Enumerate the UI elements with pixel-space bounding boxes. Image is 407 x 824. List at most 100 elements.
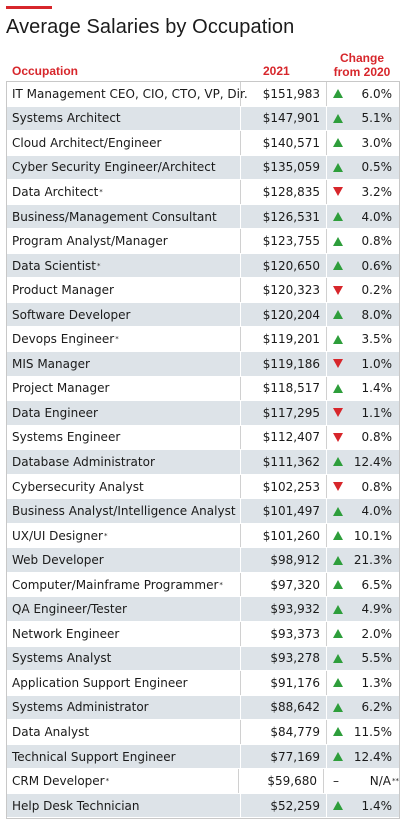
up-arrow-icon <box>333 506 343 516</box>
up-arrow-icon <box>333 555 343 565</box>
up-arrow-icon <box>333 580 343 590</box>
column-header-change-line2: from 2020 <box>333 65 391 79</box>
change-value: 0.5% <box>361 160 393 175</box>
table-row: Program Analyst/Manager $123,755 0.8% <box>7 229 399 254</box>
occupation-cell: Data Analyst <box>7 720 241 744</box>
up-arrow-icon <box>333 236 343 246</box>
table-row: Project Manager $118,517 1.4% <box>7 376 399 402</box>
change-value: 0.8% <box>361 479 393 494</box>
change-value: 1.3% <box>361 675 393 690</box>
salary-cell: $128,835 <box>241 180 327 204</box>
salary-cell: $118,517 <box>241 376 327 401</box>
change-value: 6.2% <box>361 700 393 715</box>
change-cell: 5.1% <box>327 107 399 131</box>
footnote-marker: * <box>219 580 223 589</box>
occupation-label: Cyber Security Engineer/Architect <box>12 160 216 175</box>
footnote-marker: * <box>105 777 110 786</box>
table-row: Systems Engineer $112,407 0.8% <box>7 425 399 451</box>
change-cell: 1.3% <box>327 671 399 695</box>
change-value: 1.4% <box>361 798 393 813</box>
up-arrow-icon <box>333 261 343 271</box>
table-row: Cloud Architect/Engineer $140,571 3.0% <box>7 131 399 156</box>
table-row: Data Engineer $117,295 1.1% <box>7 401 399 426</box>
salary-cell: $52,259 <box>241 793 327 818</box>
salary-cell: $97,320 <box>241 572 327 597</box>
change-cell: 1.4% <box>327 377 399 401</box>
change-cell: 4.0% <box>327 205 399 229</box>
occupation-cell: MIS Manager <box>7 352 241 376</box>
occupation-cell: IT Management CEO, CIO, CTO, VP, Dir. <box>7 82 248 106</box>
change-cell: 0.2% <box>327 278 399 302</box>
table-row: CRM Developer * $59,680– N/A ** <box>7 769 399 794</box>
salary-cell: $119,186 <box>241 352 327 376</box>
salary-cell: $59,680 <box>239 769 324 793</box>
change-value: 0.8% <box>361 430 393 445</box>
salary-cell: $151,983 <box>241 82 327 106</box>
table-row: Technical Support Engineer $77,169 12.4% <box>7 744 399 770</box>
salary-cell: $123,755 <box>241 229 327 253</box>
occupation-label: Software Developer <box>12 307 131 322</box>
occupation-cell: Data Engineer <box>7 401 241 425</box>
occupation-label: Systems Engineer <box>12 430 121 445</box>
change-cell: 12.4% <box>327 745 399 769</box>
occupation-label: Computer/Mainframe Programmer <box>12 577 219 592</box>
up-arrow-icon <box>333 678 343 688</box>
change-value: 5.5% <box>361 651 393 666</box>
occupation-cell: Application Support Engineer <box>7 671 241 695</box>
occupation-label: Business/Management Consultant <box>12 209 217 224</box>
change-value: 11.5% <box>353 724 392 739</box>
occupation-cell: Data Architect * <box>7 180 241 204</box>
occupation-label: IT Management CEO, CIO, CTO, VP, Dir. <box>12 86 248 101</box>
salary-cell: $84,779 <box>241 720 327 744</box>
occupation-cell: Systems Architect <box>7 106 241 131</box>
salary-cell: $91,176 <box>241 671 327 695</box>
change-value: 2.0% <box>361 626 393 641</box>
occupation-cell: Help Desk Technician <box>7 793 241 818</box>
change-cell: 4.0% <box>327 499 399 523</box>
table-row: Data Analyst $84,779 11.5% <box>7 720 399 745</box>
up-arrow-icon <box>333 653 343 663</box>
occupation-cell: UX/UI Designer * <box>7 523 241 548</box>
change-cell: 21.3% <box>327 548 399 572</box>
salary-cell: $147,901 <box>241 106 327 131</box>
occupation-cell: Business/Management Consultant <box>7 204 241 229</box>
change-value: 6.0% <box>361 86 393 101</box>
change-value: 0.6% <box>361 258 393 273</box>
page-title: Average Salaries by Occupation <box>6 16 295 38</box>
up-arrow-icon <box>333 801 343 811</box>
salary-cell: $112,407 <box>241 425 327 450</box>
salary-cell: $77,169 <box>241 744 327 769</box>
change-cell: 5.5% <box>327 647 399 671</box>
salary-cell: $88,642 <box>241 695 327 720</box>
table-row: Web Developer $98,912 21.3% <box>7 548 399 573</box>
occupation-cell: Software Developer <box>7 302 241 327</box>
change-cell: 2.0% <box>327 622 399 646</box>
occupation-label: Technical Support Engineer <box>12 749 176 764</box>
salary-table: IT Management CEO, CIO, CTO, VP, Dir. $15… <box>6 81 400 820</box>
salary-cell: $93,278 <box>241 646 327 671</box>
salary-cell: $101,497 <box>241 499 327 523</box>
occupation-label: MIS Manager <box>12 356 90 371</box>
salary-cell: $117,295 <box>241 401 327 425</box>
change-cell: 6.5% <box>327 573 399 597</box>
change-cell: 3.5% <box>327 327 399 351</box>
table-row: Data Scientist * $120,650 0.6% <box>7 253 399 279</box>
table-row: Data Architect * $128,835 3.2% <box>7 180 399 205</box>
occupation-label: Cybersecurity Analyst <box>12 479 144 494</box>
occupation-label: Application Support Engineer <box>12 675 188 690</box>
change-value: 4.9% <box>361 602 393 617</box>
occupation-label: Systems Administrator <box>12 700 149 715</box>
change-value: 6.5% <box>361 577 393 592</box>
occupation-label: Data Analyst <box>12 724 90 739</box>
column-header-change: Change from 2020 <box>328 51 396 79</box>
occupation-cell: Cybersecurity Analyst <box>7 474 241 499</box>
occupation-label: CRM Developer <box>12 774 105 789</box>
change-cell: 6.2% <box>327 696 399 720</box>
occupation-label: Systems Analyst <box>12 651 112 666</box>
change-cell: 11.5% <box>327 720 399 744</box>
change-value: 3.0% <box>361 135 393 150</box>
down-arrow-icon <box>333 285 343 295</box>
occupation-label: Project Manager <box>12 381 110 396</box>
salary-cell: $98,912 <box>241 548 327 572</box>
down-arrow-icon <box>333 359 343 369</box>
